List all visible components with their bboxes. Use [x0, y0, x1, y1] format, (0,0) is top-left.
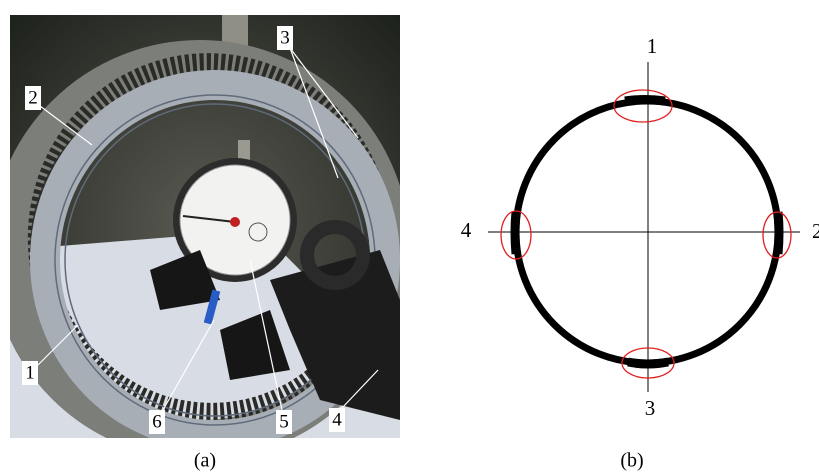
photo: [10, 15, 408, 442]
thick-zone: [628, 362, 668, 364]
thick-zone: [515, 212, 516, 254]
label: 6: [152, 411, 162, 432]
axis-label: 4: [461, 218, 472, 242]
label: 4: [332, 409, 342, 430]
thick-zone: [625, 100, 665, 102]
caption: (b): [620, 450, 643, 472]
caption: (a): [194, 450, 216, 472]
label: 2: [28, 87, 38, 108]
axis-label: 3: [645, 396, 656, 420]
gauge-center: [230, 217, 240, 227]
label: 1: [25, 362, 35, 383]
figure: 2 3 1 6 5 4 (a) 1 2 3 4 (b): [0, 0, 819, 474]
thick-zone: [778, 212, 779, 254]
axis-label: 2: [812, 219, 819, 243]
diagram: 1 2 3 4: [461, 34, 819, 420]
label: 5: [279, 411, 289, 432]
label: 3: [280, 27, 290, 48]
axis-label: 1: [647, 34, 658, 58]
